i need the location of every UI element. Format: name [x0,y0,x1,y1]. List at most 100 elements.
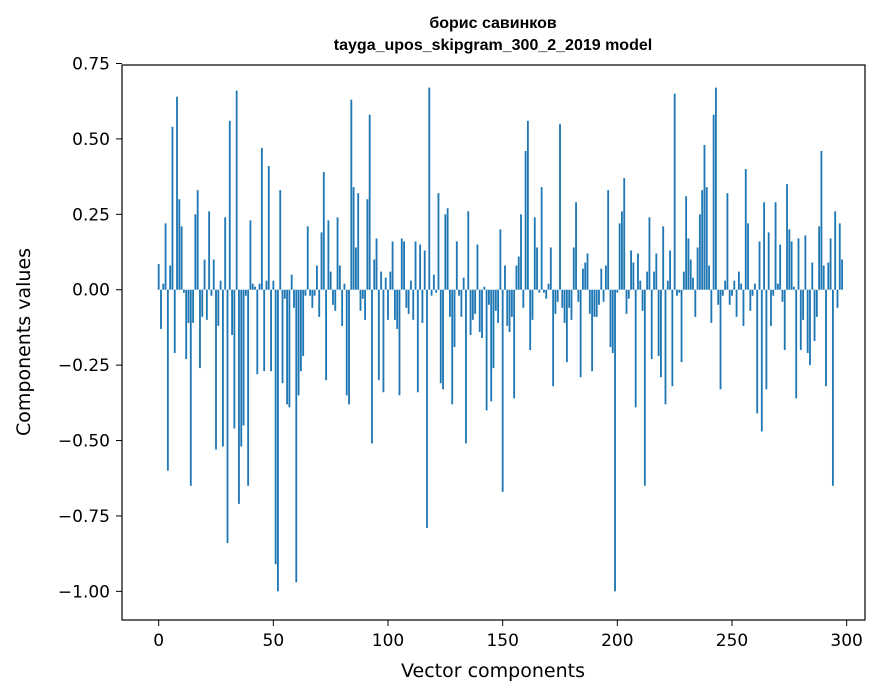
bar [311,289,314,308]
bar [403,241,405,290]
bar [680,289,683,363]
bar [462,277,465,290]
bar [203,259,206,290]
bar [549,247,552,290]
bar [208,211,211,290]
bar [183,289,185,293]
bar [692,277,694,290]
bar [728,289,731,305]
bar [263,289,266,372]
bar [492,289,495,369]
bar [609,289,612,348]
bar [790,241,793,290]
bar [806,289,809,354]
bar [763,202,766,290]
bar [396,289,399,329]
bar [272,280,275,290]
bar [561,289,564,308]
bar [831,289,834,486]
bar [341,289,344,326]
bar [540,187,543,290]
bar [607,190,610,290]
bar [765,289,768,390]
bar [446,208,449,290]
bar [286,289,289,405]
bar [742,289,745,326]
bar [306,226,309,290]
bar [483,286,486,290]
x-tick-label: 200 [601,631,633,651]
bar [313,289,316,296]
bar [825,289,827,387]
bar [760,289,763,432]
bar [813,289,816,341]
bar [432,274,435,290]
bar [653,271,655,290]
bar [701,190,704,290]
bar [157,264,160,290]
bar [595,289,598,317]
y-tick-label: 0.25 [72,205,110,225]
bar [543,289,545,293]
bar [295,289,298,583]
bar [799,289,802,351]
bar [490,289,493,402]
bar [497,289,499,323]
bar [756,289,759,414]
bar [510,289,513,317]
bar [721,289,724,296]
bar [520,214,522,290]
bar [210,289,213,296]
bar [226,289,229,544]
bar [451,289,454,405]
bar [689,259,692,290]
bar [384,277,387,290]
bar [625,289,628,314]
bar [187,289,190,323]
bar [327,220,330,290]
bar [488,289,490,305]
y-tick-label: 0.00 [72,281,110,301]
bar [802,289,804,320]
bar [513,289,516,399]
bar [196,190,199,290]
bar [639,280,642,290]
bar [604,265,607,290]
bar [348,289,350,405]
bar [205,289,208,320]
bar [786,184,788,290]
bar [169,265,172,290]
bar [309,289,311,296]
bar [316,265,318,290]
bar [586,253,589,290]
bar [646,271,649,290]
bar [747,223,749,290]
bar [508,289,511,332]
bar [696,247,699,290]
bar [414,241,417,290]
bar [676,289,678,296]
bar [792,286,795,290]
bar [299,289,302,372]
bar [180,226,183,290]
bar [600,268,603,290]
bar [249,220,252,290]
x-tick-label: 250 [716,631,748,651]
bar [506,289,509,326]
bar [192,289,194,323]
bar [393,289,396,320]
bar [602,289,605,302]
bar [423,250,426,290]
bar [465,289,467,444]
bar [281,289,284,384]
bar [343,283,346,290]
bar [361,289,364,299]
bar [634,289,637,408]
plot-frame [121,64,866,621]
bar [591,289,594,372]
bar [419,244,422,290]
bar [724,280,727,290]
bar [841,259,843,290]
bar [290,274,293,290]
bar [444,214,447,290]
